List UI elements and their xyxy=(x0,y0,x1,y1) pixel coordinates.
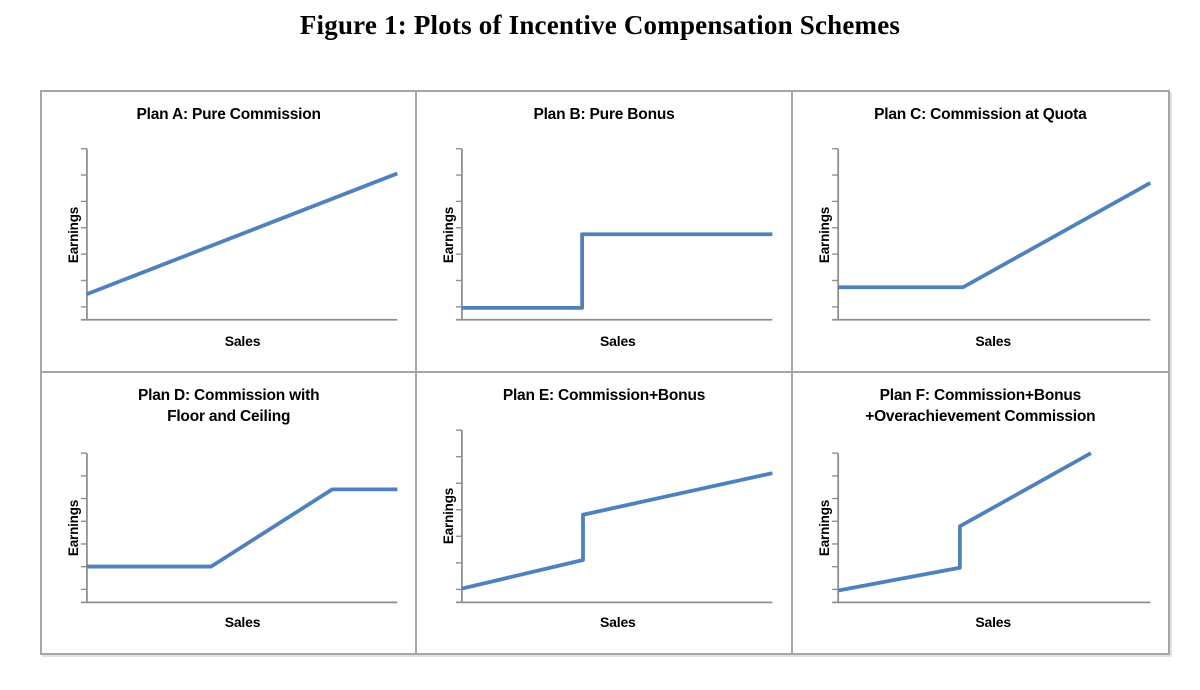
x-axis-label-a: Sales xyxy=(224,333,261,349)
series-line xyxy=(462,232,773,310)
panel-plan-a: Plan A: Pure Commission Earnings Sales xyxy=(42,92,418,373)
panel-title-c: Plan C: Commission at Quota xyxy=(874,106,1087,123)
plot-area-c xyxy=(831,147,1151,321)
panel-plan-e: Plan E: Commission+Bonus Earnings Sales xyxy=(417,372,793,653)
panel-title-e: Plan E: Commission+Bonus xyxy=(502,386,706,404)
panel-title-f: Plan F: Commission+Bonus +Overachievemen… xyxy=(865,386,1096,425)
x-axis-label-d: Sales xyxy=(224,613,261,630)
chart-grid: Plan A: Pure Commission Earnings Sales P… xyxy=(40,90,1170,655)
panel-title-b: Plan B: Pure Bonus xyxy=(533,106,675,123)
series-line xyxy=(86,487,398,568)
x-axis-label-b: Sales xyxy=(600,333,636,349)
series-line xyxy=(837,181,1151,290)
plot-area-a xyxy=(80,147,399,321)
plot-area-f xyxy=(831,450,1150,603)
series-line xyxy=(461,470,774,590)
x-axis-label-f: Sales xyxy=(975,613,1011,630)
panel-title-d: Plan D: Commission with Floor and Ceilin… xyxy=(137,386,320,425)
panel-plan-f: Plan F: Commission+Bonus +Overachievemen… xyxy=(792,372,1168,653)
figure-title: Figure 1: Plots of Incentive Compensatio… xyxy=(299,10,901,40)
x-axis-label-c: Sales xyxy=(975,333,1011,349)
plot-area-b xyxy=(456,147,773,321)
plot-area-d xyxy=(80,451,398,603)
panel-title-a: Plan A: Pure Commission xyxy=(136,106,322,123)
panel-plan-d: Plan D: Commission with Floor and Ceilin… xyxy=(42,372,418,653)
series-line xyxy=(837,450,1092,592)
panel-plan-c: Plan C: Commission at Quota Earnings Sal… xyxy=(792,92,1168,373)
x-axis-label-e: Sales xyxy=(600,613,636,630)
series-line xyxy=(86,171,399,296)
plot-area-e xyxy=(456,428,774,603)
panel-plan-b: Plan B: Pure Bonus Earnings Sales xyxy=(417,92,793,373)
